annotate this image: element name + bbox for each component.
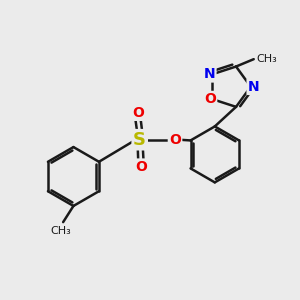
Text: O: O [204, 92, 216, 106]
Text: O: O [169, 133, 181, 147]
Text: N: N [204, 67, 215, 81]
Text: CH₃: CH₃ [256, 54, 277, 64]
Text: O: O [132, 106, 144, 120]
Text: N: N [248, 80, 260, 94]
Text: CH₃: CH₃ [50, 226, 71, 236]
Text: S: S [133, 131, 146, 149]
Text: O: O [135, 160, 147, 174]
